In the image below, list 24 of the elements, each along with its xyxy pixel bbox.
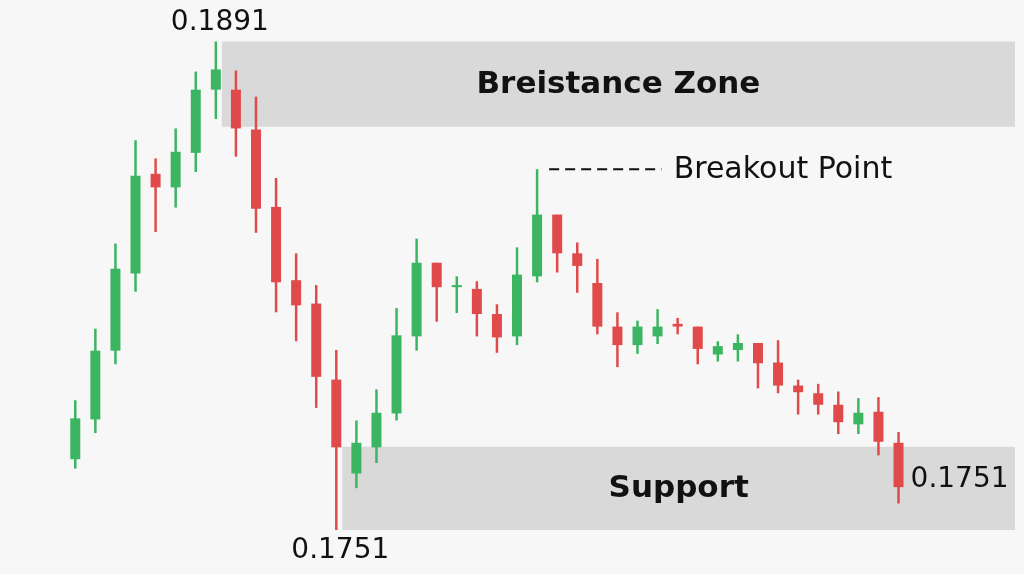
candlestick <box>692 325 703 366</box>
band-label: Breistance Zone <box>476 64 761 101</box>
candlestick <box>652 307 663 346</box>
candlestick <box>632 319 643 356</box>
candlestick <box>672 316 683 336</box>
candlestick <box>491 303 502 355</box>
candlestick <box>752 341 763 390</box>
candlestick <box>793 378 804 416</box>
annotation: 0.1891 <box>170 3 269 37</box>
candlestick <box>833 390 844 436</box>
candlestick <box>853 396 864 436</box>
candlestick <box>732 333 743 363</box>
text: 0.1751 <box>910 461 1009 495</box>
candlestick <box>813 382 824 416</box>
candlestick <box>451 275 462 315</box>
candlestick <box>712 340 723 363</box>
candlestick <box>612 311 623 369</box>
candlestick <box>572 241 583 295</box>
candlestick <box>210 40 221 121</box>
candlestick <box>150 157 161 234</box>
ref-line-label: Breakout Point <box>673 150 893 186</box>
candlestick <box>773 338 784 395</box>
annotation: 0.1751 <box>291 532 390 566</box>
band-label: Support <box>608 468 749 505</box>
